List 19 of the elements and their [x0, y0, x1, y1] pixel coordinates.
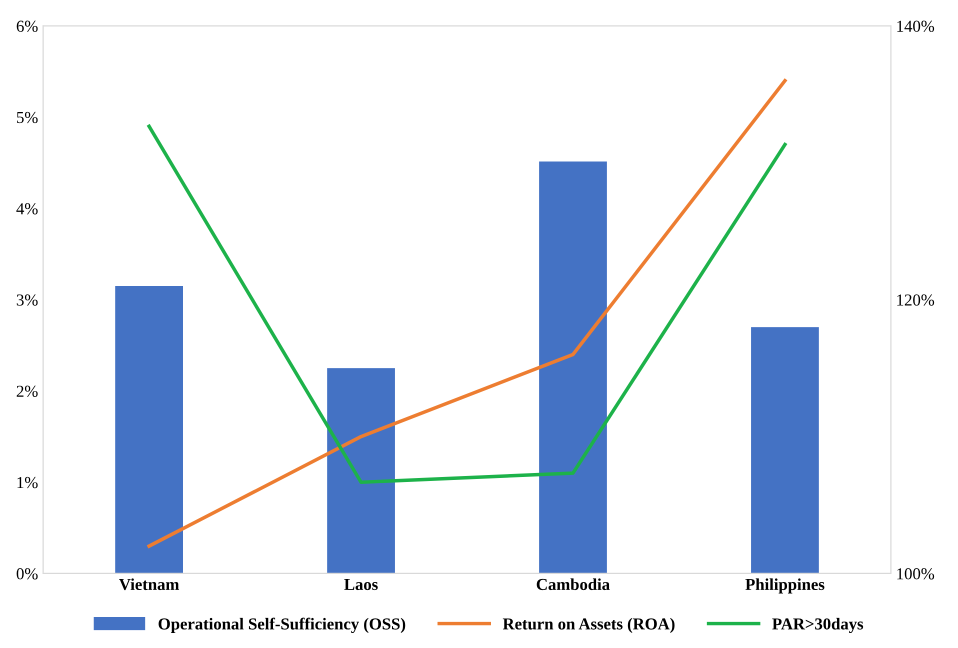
line-series: [147, 78, 787, 548]
x-tick-label: Laos: [344, 578, 378, 590]
y2-tick-label: 100%: [897, 568, 934, 580]
y2-tick-label: 120%: [897, 294, 934, 306]
legend-label: Operational Self-Sufficiency (OSS): [158, 618, 406, 633]
y-tick-label: 5%: [17, 112, 38, 124]
x-tick-label: Cambodia: [536, 578, 610, 590]
y-tick-label: 0%: [16, 568, 38, 580]
line-series: [147, 124, 787, 484]
x-tick-label: Vietnam: [119, 578, 180, 590]
y-tick-label: 2%: [16, 386, 38, 397]
legend-label: PAR>30days: [772, 618, 864, 633]
y2-tick-label: 140%: [897, 20, 934, 32]
y-tick-label: 1%: [18, 476, 38, 488]
y-tick-label: 4%: [16, 203, 38, 214]
x-tick-label: Philippines: [745, 578, 824, 594]
legend-label: Return on Assets (ROA): [502, 618, 675, 633]
y-tick-label: 6%: [16, 20, 38, 32]
y-tick-label: 3%: [16, 294, 38, 306]
